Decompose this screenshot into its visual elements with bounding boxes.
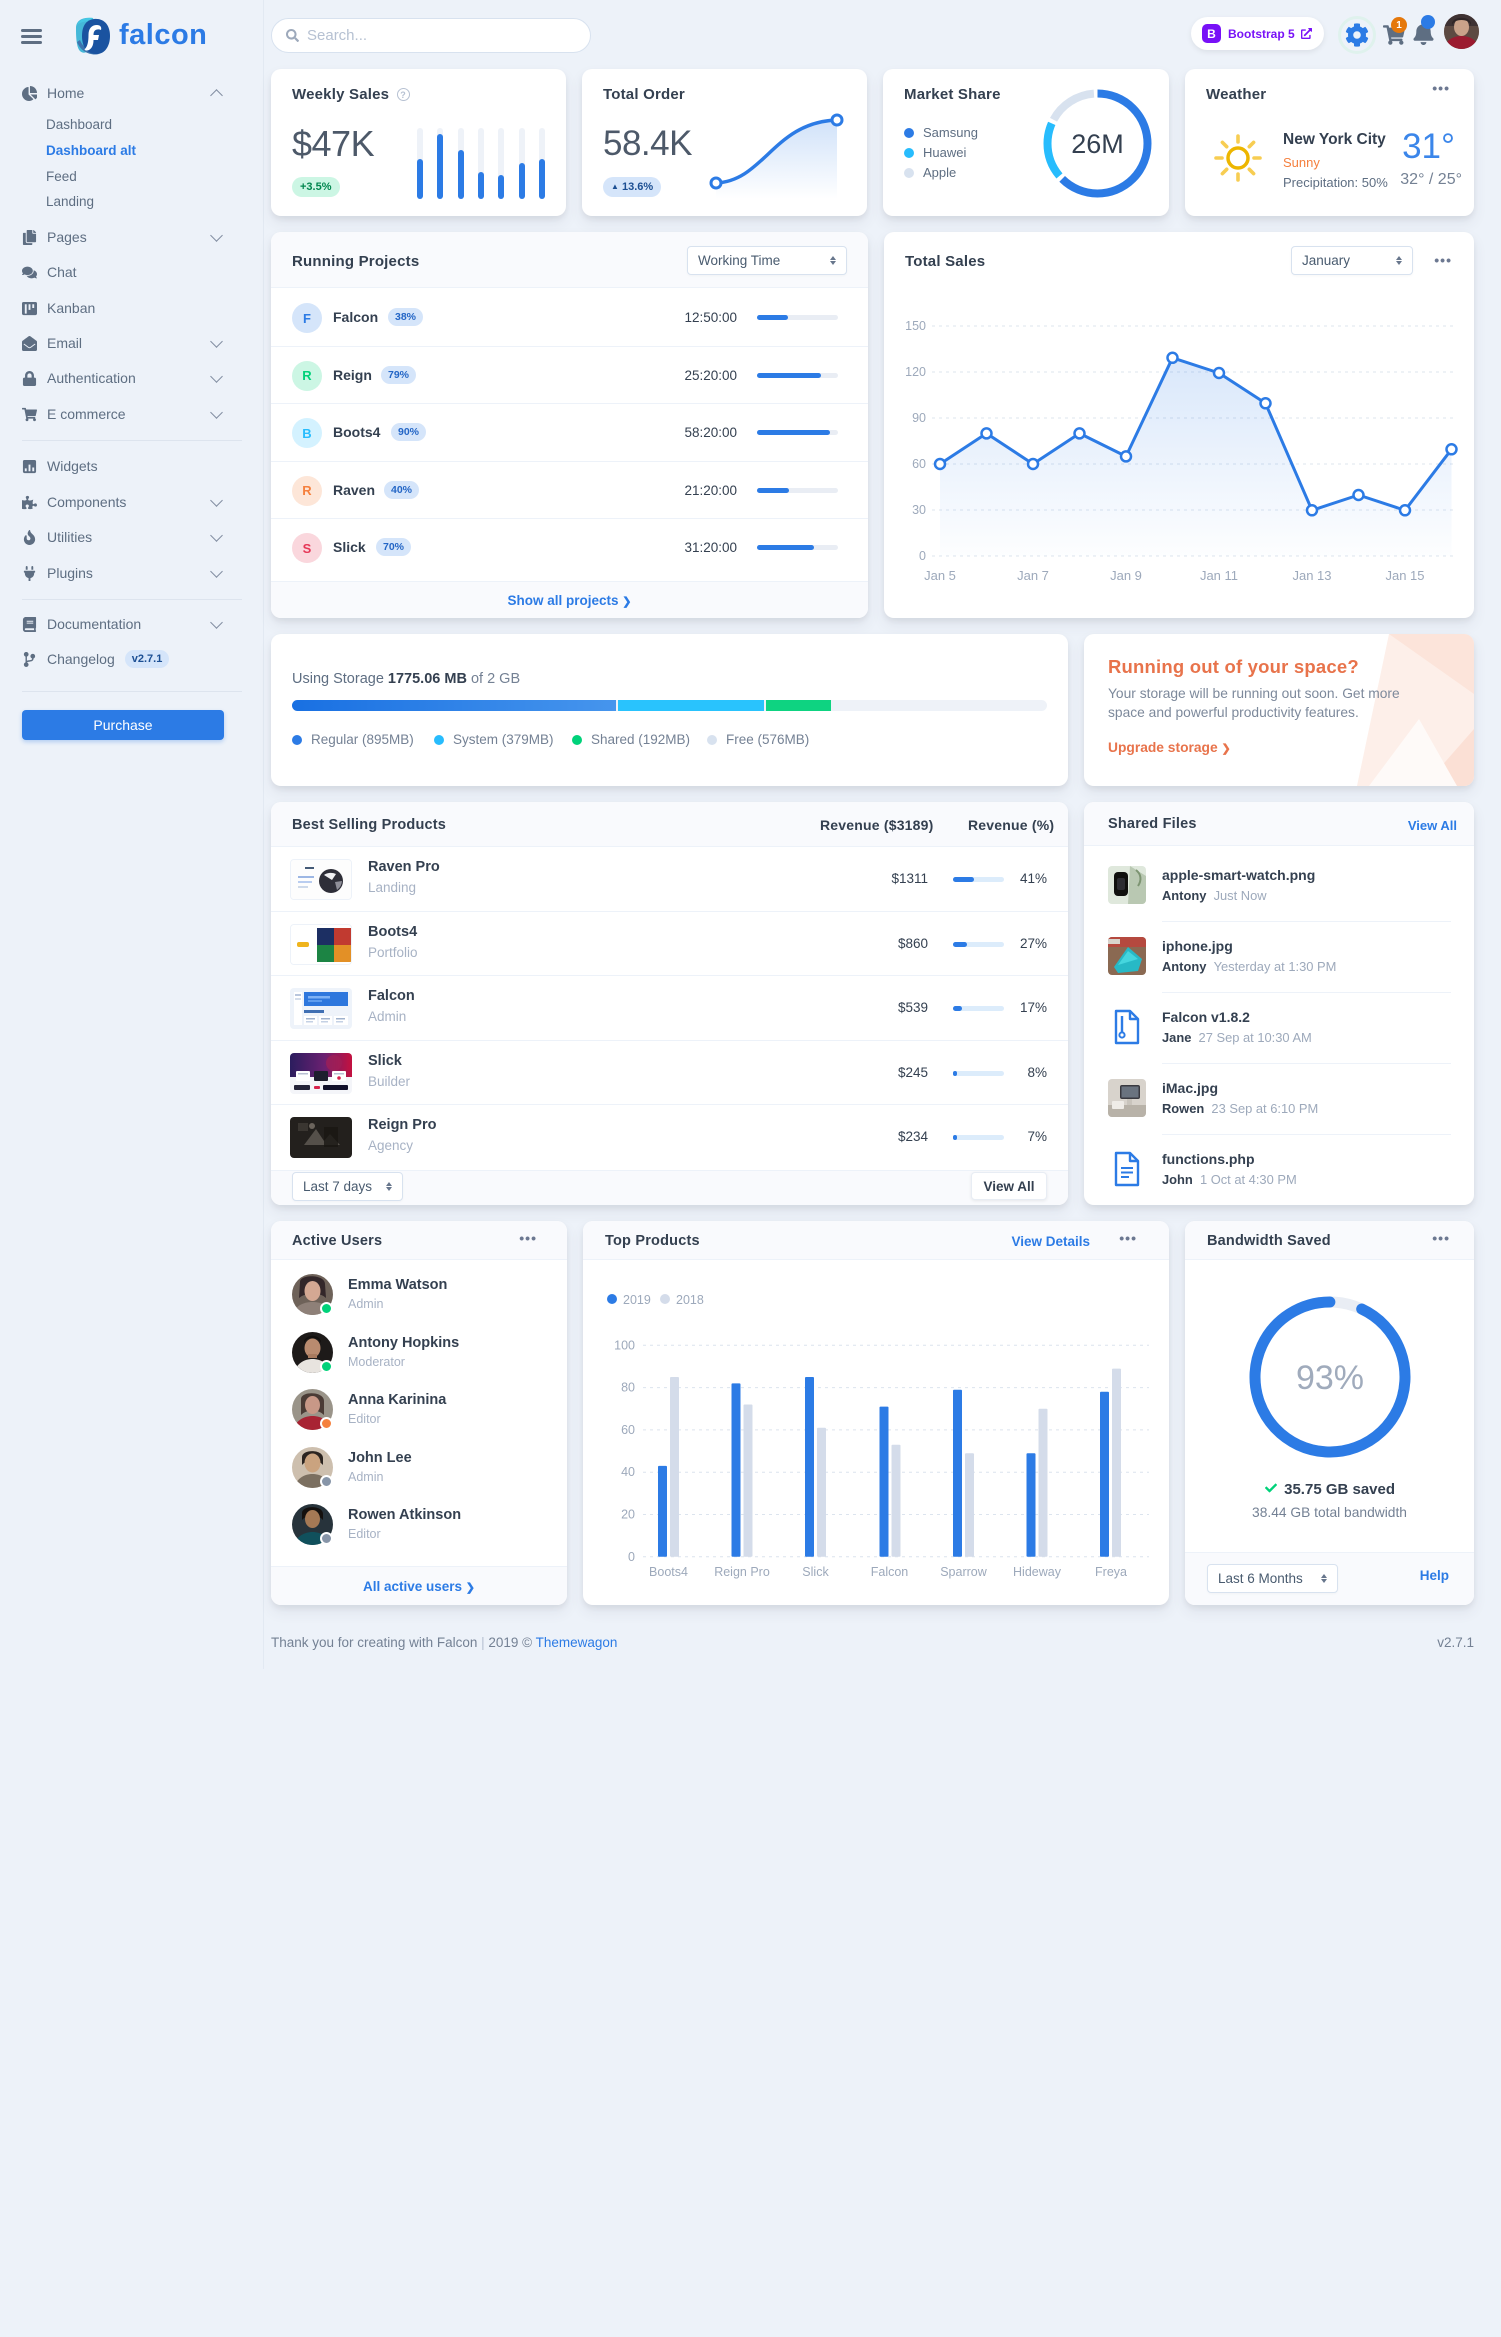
svg-text:2019: 2019 [623, 1293, 651, 1307]
svg-text:93%: 93% [1296, 1359, 1364, 1397]
svg-text:Jan 7: Jan 7 [1017, 568, 1049, 583]
svg-text:120: 120 [905, 365, 926, 379]
svg-text:Jan 13: Jan 13 [1292, 568, 1331, 583]
svg-text:Reign Pro: Reign Pro [714, 1565, 770, 1579]
svg-text:Boots4: Boots4 [649, 1565, 688, 1579]
svg-text:Jan 15: Jan 15 [1385, 568, 1424, 583]
svg-text:60: 60 [621, 1423, 635, 1437]
svg-text:20: 20 [621, 1508, 635, 1522]
svg-text:Jan 5: Jan 5 [924, 568, 956, 583]
svg-text:0: 0 [628, 1550, 635, 1564]
svg-text:26M: 26M [1071, 129, 1124, 159]
svg-text:80: 80 [621, 1381, 635, 1395]
svg-text:2018: 2018 [676, 1293, 704, 1307]
svg-text:Falcon: Falcon [871, 1565, 909, 1579]
svg-text:Freya: Freya [1095, 1565, 1127, 1579]
svg-text:Sparrow: Sparrow [940, 1565, 988, 1579]
svg-text:90: 90 [912, 411, 926, 425]
svg-text:Jan 11: Jan 11 [1200, 568, 1238, 583]
svg-text:40: 40 [621, 1465, 635, 1479]
svg-text:150: 150 [905, 319, 926, 333]
svg-text:100: 100 [614, 1338, 635, 1352]
svg-text:0: 0 [919, 549, 926, 563]
svg-text:Slick: Slick [802, 1565, 829, 1579]
svg-text:Hideway: Hideway [1013, 1565, 1062, 1579]
svg-text:Jan 9: Jan 9 [1110, 568, 1142, 583]
svg-text:30: 30 [912, 503, 926, 517]
svg-text:60: 60 [912, 457, 926, 471]
